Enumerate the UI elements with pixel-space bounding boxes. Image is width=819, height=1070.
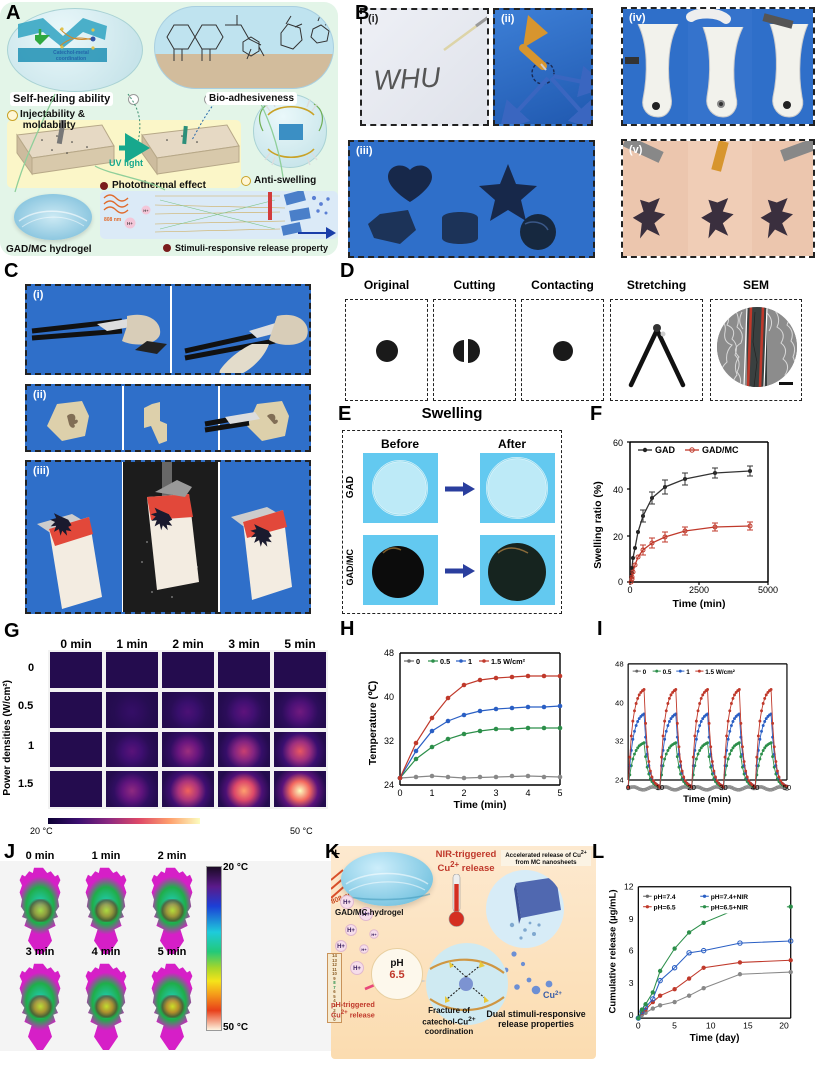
svg-text:Time (min): Time (min) <box>683 794 731 805</box>
svg-text:20: 20 <box>687 783 696 792</box>
svg-text:5: 5 <box>557 788 562 798</box>
svg-text:Temperature (℃): Temperature (℃) <box>367 681 379 766</box>
svg-text:Time (day): Time (day) <box>690 1033 740 1044</box>
svg-text:2500: 2500 <box>689 585 709 595</box>
svg-text:1: 1 <box>429 788 434 798</box>
svg-text:1.5 W/cm²: 1.5 W/cm² <box>491 657 526 666</box>
svg-text:pH=7.4: pH=7.4 <box>654 894 676 901</box>
svg-text:Time (min): Time (min) <box>454 799 507 810</box>
svg-text:0: 0 <box>629 1010 634 1020</box>
svg-text:12: 12 <box>624 882 634 892</box>
svg-text:GAD: GAD <box>655 445 676 455</box>
svg-text:4: 4 <box>525 788 530 798</box>
svg-text:WHU: WHU <box>373 61 442 95</box>
svg-text:24: 24 <box>615 776 624 785</box>
svg-text:40: 40 <box>751 783 760 792</box>
svg-text:3: 3 <box>629 978 634 988</box>
svg-text:20: 20 <box>613 532 623 542</box>
svg-text:0: 0 <box>397 788 402 798</box>
svg-text:20: 20 <box>779 1021 789 1031</box>
svg-text:32: 32 <box>615 737 624 746</box>
svg-text:5000: 5000 <box>758 585 778 595</box>
svg-text:40: 40 <box>615 699 624 708</box>
svg-text:6: 6 <box>629 945 634 955</box>
svg-text:50: 50 <box>783 783 792 792</box>
svg-text:0: 0 <box>416 657 420 666</box>
svg-text:10: 10 <box>706 1021 716 1031</box>
svg-text:24: 24 <box>384 780 394 790</box>
svg-text:1.5 W/cm²: 1.5 W/cm² <box>705 669 735 676</box>
svg-text:pH=6.5: pH=6.5 <box>654 905 676 912</box>
svg-text:Time (min): Time (min) <box>673 598 726 610</box>
svg-text:3: 3 <box>493 788 498 798</box>
svg-text:0: 0 <box>626 783 630 792</box>
svg-text:15: 15 <box>743 1021 753 1031</box>
svg-text:0.5: 0.5 <box>440 657 450 666</box>
svg-text:GAD/MC: GAD/MC <box>702 445 739 455</box>
svg-text:Cumulative release (µg/mL): Cumulative release (µg/mL) <box>607 890 618 1014</box>
svg-text:1: 1 <box>686 669 690 676</box>
svg-text:32: 32 <box>384 736 394 746</box>
svg-text:0.5: 0.5 <box>663 669 672 676</box>
svg-text:48: 48 <box>615 660 624 669</box>
svg-text:0: 0 <box>643 669 647 676</box>
svg-text:0: 0 <box>618 577 623 587</box>
svg-text:2: 2 <box>461 788 466 798</box>
svg-text:5: 5 <box>672 1021 677 1031</box>
svg-text:9: 9 <box>629 914 634 924</box>
svg-text:30: 30 <box>719 783 728 792</box>
svg-text:Swelling ratio (%): Swelling ratio (%) <box>592 481 604 569</box>
svg-text:10: 10 <box>656 783 665 792</box>
svg-text:1: 1 <box>468 657 472 666</box>
svg-text:40: 40 <box>384 692 394 702</box>
svg-text:0: 0 <box>627 585 632 595</box>
svg-text:48: 48 <box>384 648 394 658</box>
svg-text:0: 0 <box>636 1021 641 1031</box>
svg-text:pH=6.5+NIR: pH=6.5+NIR <box>711 905 749 912</box>
svg-text:40: 40 <box>613 485 623 495</box>
svg-text:60: 60 <box>613 438 623 448</box>
svg-text:pH=7.4+NIR: pH=7.4+NIR <box>711 894 749 901</box>
